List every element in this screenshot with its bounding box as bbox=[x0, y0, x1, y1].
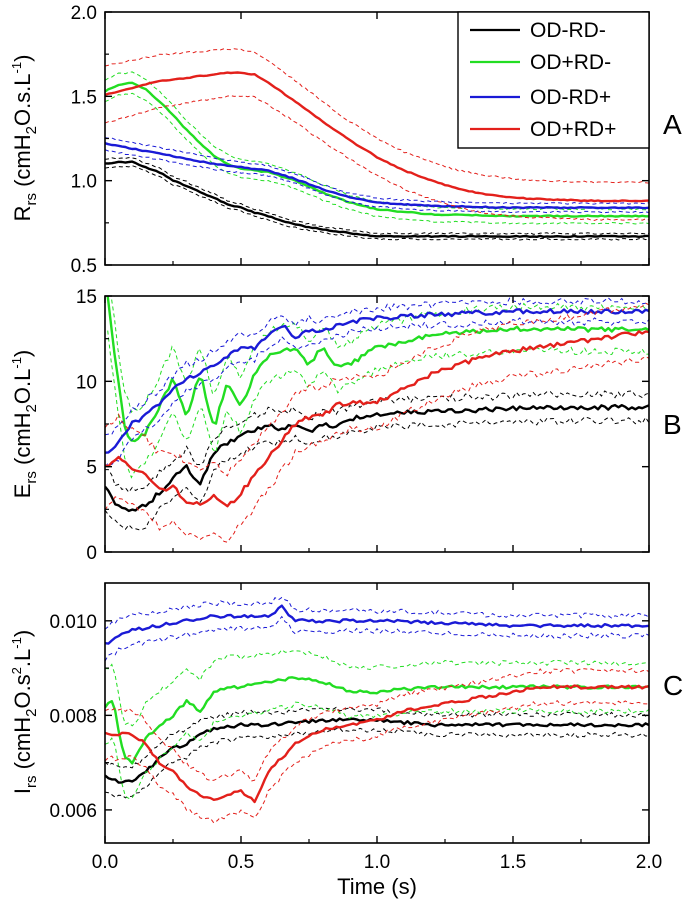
band-upper-c-odmrdp bbox=[105, 596, 649, 630]
band-lower-c-odprdm bbox=[105, 701, 649, 799]
band-lower-c-odprdp bbox=[105, 700, 649, 824]
y-tick-label-c: 0.010 bbox=[49, 612, 97, 633]
y-axis-title-a: Rrs (cmH2O.s.L-1) bbox=[9, 55, 40, 222]
legend-box bbox=[457, 11, 650, 149]
legend-label-2: OD-RD+ bbox=[530, 86, 611, 109]
band-lower-a-odprdp bbox=[105, 95, 649, 221]
band-lower-b-odmrdp bbox=[105, 317, 649, 467]
band-upper-a-odmrdp bbox=[105, 137, 649, 205]
series-line-b-odprdp bbox=[105, 330, 649, 508]
panel-letter-b: B bbox=[663, 409, 682, 440]
band-lower-c-odmrdp bbox=[105, 615, 649, 662]
band-lower-a-odprdm bbox=[105, 92, 649, 225]
band-upper-a-odprdp bbox=[105, 48, 649, 184]
band-upper-c-odmrdm bbox=[105, 706, 649, 769]
series-line-c-odmrdp bbox=[105, 604, 649, 645]
band-upper-b-odmrdp bbox=[105, 297, 649, 436]
band-lower-b-odmrdm bbox=[105, 416, 649, 531]
band-upper-b-odprdm bbox=[107, 296, 649, 414]
y-tick-label-a: 2.0 bbox=[71, 3, 97, 24]
y-tick-label-c: 0.006 bbox=[49, 801, 97, 822]
x-tick-label: 1.5 bbox=[500, 852, 526, 873]
y-tick-label-b: 0 bbox=[86, 543, 97, 564]
legend-label-0: OD-RD- bbox=[530, 19, 606, 42]
x-tick-label: 0.5 bbox=[228, 852, 254, 873]
band-lower-c-odmrdm bbox=[105, 727, 649, 799]
y-tick-label-a: 1.5 bbox=[71, 87, 97, 108]
series-line-c-odprdm bbox=[105, 676, 649, 765]
panel-c-series bbox=[105, 596, 649, 824]
y-tick-label-c: 0.008 bbox=[49, 706, 97, 727]
band-upper-a-odmrdm bbox=[105, 157, 649, 235]
y-tick-label-b: 5 bbox=[86, 458, 97, 479]
y-tick-label-b: 15 bbox=[76, 287, 97, 308]
series-line-b-odmrdm bbox=[105, 403, 649, 513]
tick-layer: 0.5 1.0 1.5 2.0 0 5 10 15 0.006 0.008 0.010 0.0 0.5 1… bbox=[49, 3, 662, 873]
series-line-a-odmrdm bbox=[105, 160, 649, 238]
band-lower-b-odprdm bbox=[107, 330, 649, 479]
y-tick-label-a: 1.0 bbox=[71, 172, 97, 193]
x-tick-label: 2.0 bbox=[636, 852, 662, 873]
y-axis-title-b: Ers (cmH2O.L-1) bbox=[9, 350, 40, 499]
panel-letter-c: C bbox=[663, 670, 683, 701]
band-upper-b-odmrdm bbox=[105, 390, 649, 494]
legend: OD-RD- OD+RD- OD-RD+ OD+RD+ bbox=[457, 11, 650, 149]
series-line-b-odprdm bbox=[106, 296, 649, 443]
band-lower-b-odprdp bbox=[105, 356, 649, 543]
series-line-c-odmrdm bbox=[105, 717, 649, 784]
panel-b-frame bbox=[104, 295, 650, 553]
data-layer bbox=[105, 48, 649, 824]
band-upper-c-odprdm bbox=[105, 649, 649, 727]
series-line-a-odprdp bbox=[105, 71, 649, 203]
band-upper-b-odprdp bbox=[105, 302, 649, 477]
band-lower-a-odmrdp bbox=[105, 149, 649, 214]
x-tick-label: 1.0 bbox=[364, 852, 390, 873]
legend-label-3: OD+RD+ bbox=[530, 118, 616, 141]
series-line-a-odprdm bbox=[105, 81, 649, 218]
legend-label-1: OD+RD- bbox=[530, 51, 611, 74]
panel-letter-a: A bbox=[663, 109, 682, 140]
series-line-b-odmrdp bbox=[105, 308, 649, 454]
y-tick-label-a: 0.5 bbox=[71, 256, 97, 277]
y-axis-title-c: Irs (cmH2O.s2.L-1) bbox=[9, 630, 40, 794]
series-line-c-odprdp bbox=[105, 684, 649, 804]
x-tick-label: 0.0 bbox=[92, 852, 118, 873]
band-upper-c-odprdp bbox=[105, 667, 649, 782]
band-lower-a-odmrdm bbox=[105, 165, 649, 241]
x-axis-title: Time (s) bbox=[337, 874, 417, 899]
panel-a-series bbox=[105, 48, 649, 241]
panel-b-series bbox=[105, 296, 649, 543]
series-line-a-odmrdp bbox=[105, 142, 649, 210]
y-tick-label-b: 10 bbox=[76, 372, 97, 393]
